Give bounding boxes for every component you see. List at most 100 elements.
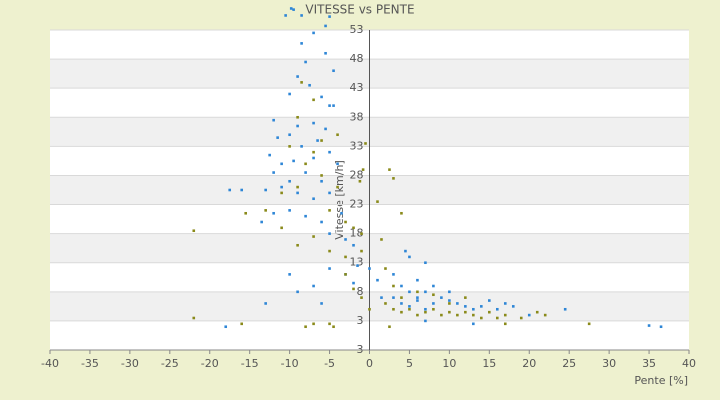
y-tick-label: 8 [357, 285, 364, 298]
scatter-point [400, 310, 403, 314]
x-tick-label: 10 [442, 357, 456, 370]
scatter-point [328, 104, 331, 107]
scatter-point [300, 14, 303, 17]
scatter-point [440, 296, 443, 299]
scatter-point [380, 296, 383, 299]
scatter-point [340, 211, 343, 215]
x-tick-label: -30 [121, 357, 139, 370]
scatter-point [264, 188, 267, 192]
scatter-point [404, 249, 407, 253]
scatter-point [448, 299, 451, 302]
scatter-point [264, 302, 267, 305]
scatter-point [312, 197, 315, 201]
scatter-point [328, 191, 331, 195]
scatter-point [224, 325, 228, 329]
scatter-point [316, 139, 319, 142]
scatter-point [320, 95, 323, 99]
scatter-point [392, 273, 395, 276]
y-tick-label: 18 [350, 227, 364, 240]
scatter-point [304, 171, 307, 174]
scatter-point [284, 14, 287, 17]
scatter-point [332, 104, 335, 107]
scatter-point [424, 290, 427, 294]
scatter-point [503, 302, 507, 305]
scatter-point [472, 313, 475, 317]
scatter-point [324, 127, 327, 131]
x-tick-label: -40 [41, 357, 59, 370]
scatter-point [519, 316, 523, 320]
x-tick-label: -35 [81, 357, 99, 370]
scatter-point [296, 75, 299, 78]
scatter-point [527, 313, 531, 317]
scatter-point [336, 162, 339, 166]
scatter-point [360, 296, 363, 299]
x-tick-label: 35 [642, 357, 656, 370]
scatter-point [416, 299, 419, 302]
scatter-point [312, 31, 315, 35]
scatter-point [288, 209, 291, 212]
scatter-point [543, 313, 547, 317]
scatter-point [352, 281, 355, 285]
scatter-point [328, 267, 331, 270]
scatter-point [384, 267, 387, 270]
scatter-point [304, 214, 307, 218]
scatter-point [292, 8, 295, 11]
scatter-point [296, 185, 299, 189]
scatter-point [392, 177, 395, 180]
scatter-point [416, 313, 419, 317]
scatter-point [296, 243, 299, 247]
scatter-point [368, 267, 371, 270]
scatter-point [416, 278, 419, 282]
scatter-point [280, 191, 283, 195]
scatter-point [480, 305, 483, 308]
chart-title: VITESSE vs PENTE [305, 3, 414, 17]
scatter-point [320, 174, 323, 177]
scatter-point [328, 249, 331, 253]
scatter-point [464, 305, 467, 308]
scatter-point [296, 290, 299, 294]
scatter-point [456, 313, 459, 317]
scatter-point [448, 302, 451, 305]
scatter-point [264, 209, 267, 212]
scatter-point [456, 302, 459, 305]
x-tick-label: -25 [161, 357, 179, 370]
scatter-point [432, 307, 435, 311]
scatter-point [376, 278, 379, 282]
x-tick-label: 5 [406, 357, 413, 370]
scatter-point [380, 238, 383, 241]
x-tick-label: 30 [602, 357, 616, 370]
scatter-point [352, 243, 355, 247]
scatter-point [328, 322, 331, 326]
scatter-point [336, 133, 339, 137]
scatter-point [344, 238, 347, 241]
scatter-point [408, 255, 411, 259]
x-tick-label: 20 [522, 357, 536, 370]
y-tick-label: 13 [350, 256, 364, 269]
y-tick-label: 53 [350, 23, 364, 36]
x-axis-label: Pente [%] [634, 374, 688, 387]
scatter-point [244, 211, 247, 215]
x-tick-label: 40 [682, 357, 696, 370]
y-tick-label: 3 [357, 314, 364, 327]
scatter-point [312, 121, 315, 125]
scatter-point [464, 296, 467, 299]
scatter-point [424, 310, 427, 314]
scatter-point [388, 168, 391, 171]
scatter-point [388, 325, 391, 329]
scatter-point [312, 235, 315, 238]
scatter-point [392, 296, 395, 299]
scatter-point [280, 226, 283, 230]
scatter-point [320, 179, 323, 183]
scatter-point [400, 284, 403, 288]
scatter-point [408, 305, 411, 308]
scatter-point [312, 150, 315, 154]
scatter-point [352, 287, 355, 291]
scatter-point [424, 307, 427, 311]
scatter-point [324, 51, 327, 55]
scatter-point [448, 310, 451, 314]
scatter-point [320, 139, 323, 142]
scatter-point [328, 15, 331, 18]
scatter-point [360, 232, 363, 235]
